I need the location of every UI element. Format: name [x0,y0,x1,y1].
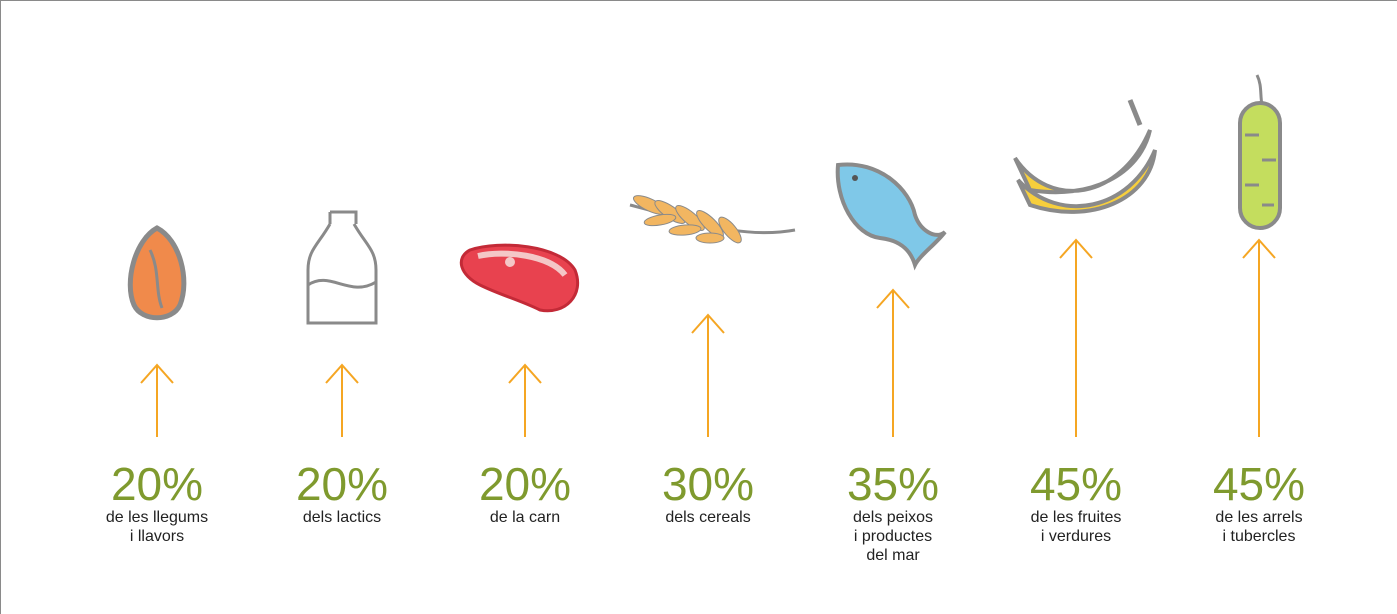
category-label: del mar [866,547,920,564]
value-label: 20% [111,458,203,510]
value-label: 30% [662,458,754,510]
fish-icon [835,162,947,271]
value-label: 20% [296,458,388,510]
arrow-head [508,363,542,384]
arrow-head [140,363,174,384]
category-label: dels cereals [665,509,750,526]
category-label: i productes [854,528,932,545]
category-label: de les arrels [1215,509,1302,526]
category-label: de la carn [490,509,560,526]
arrow-head [691,313,725,334]
milk-icon [306,210,378,325]
value-label: 45% [1213,458,1305,510]
arrow-head [1242,238,1276,259]
category-label: dels lactics [303,509,381,526]
value-label: 35% [847,458,939,510]
category-label: dels peixos [853,509,933,526]
almond-icon [127,225,187,321]
value-label: 45% [1030,458,1122,510]
banana-icon [1013,99,1157,214]
arrow-head [876,288,910,309]
category-label: i llavors [130,528,184,545]
cucumber-icon [1238,74,1282,230]
arrow-head [325,363,359,384]
value-label: 20% [479,458,571,510]
category-label: de les fruites [1031,509,1122,526]
category-label: i tubercles [1223,528,1296,545]
category-label: i verdures [1041,528,1111,545]
steak-icon [459,243,579,313]
category-label: de les llegums [106,509,208,526]
wheat-icon [629,195,796,244]
arrow-head [1059,238,1093,259]
